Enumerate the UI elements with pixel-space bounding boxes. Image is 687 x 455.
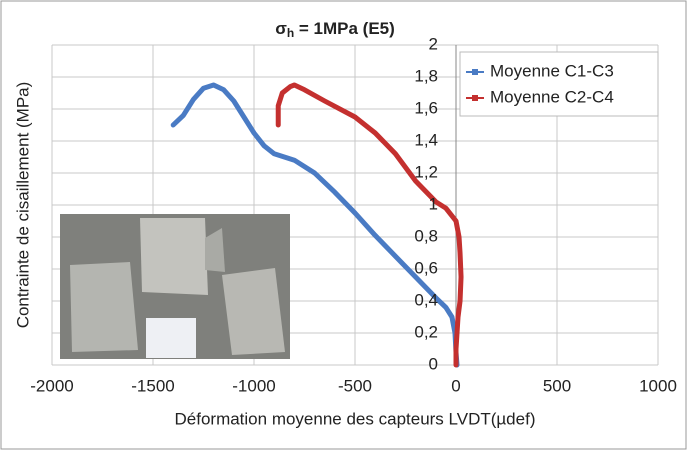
photo-shape xyxy=(205,228,225,272)
photo-shape xyxy=(140,218,208,295)
legend-marker xyxy=(472,69,478,75)
series-line xyxy=(170,82,460,368)
y-tick-label: 1,6 xyxy=(414,98,438,117)
legend-box xyxy=(459,51,659,117)
chart-title: σh = 1MPa (E5) xyxy=(275,19,395,40)
x-tick-label: 500 xyxy=(543,376,571,395)
y-tick-label: 0 xyxy=(429,354,438,373)
x-tick-label: -1500 xyxy=(131,376,174,395)
y-tick-label: 1,4 xyxy=(414,130,438,149)
photo-card xyxy=(146,318,196,358)
legend-marker xyxy=(472,95,478,101)
data xyxy=(170,82,464,368)
grid xyxy=(51,44,659,366)
photo-inset xyxy=(60,214,290,359)
photo-shape xyxy=(222,268,285,355)
x-tick-label: -1000 xyxy=(232,376,275,395)
x-tick-label: -2000 xyxy=(30,376,73,395)
title-symbol: σ xyxy=(275,19,287,38)
y-tick-label: 1,8 xyxy=(414,66,438,85)
series-line xyxy=(275,82,464,368)
y-tick-label: 0,8 xyxy=(414,226,438,245)
y-axis-label: Contrainte de cisaillement (MPa) xyxy=(13,82,32,329)
y-tick-label: 1,2 xyxy=(414,162,438,181)
x-tick-label: 0 xyxy=(451,376,460,395)
y-tick-label: 1 xyxy=(429,194,438,213)
y-tick-label: 0,6 xyxy=(414,258,438,277)
legend-label: Moyenne C2-C4 xyxy=(490,87,614,106)
y-tick-label: 2 xyxy=(429,34,438,53)
x-tick-label: -500 xyxy=(338,376,372,395)
y-tick-label: 0,4 xyxy=(414,290,438,309)
title-rest: = 1MPa (E5) xyxy=(294,19,395,38)
y-tick-label: 0,2 xyxy=(414,322,438,341)
legend-label: Moyenne C1-C3 xyxy=(490,61,614,80)
legend: Moyenne C1-C3 Moyenne C2-C4 xyxy=(459,51,659,117)
title-subscript: h xyxy=(287,26,294,40)
x-tick-label: 1000 xyxy=(639,376,677,395)
x-axis-label: Déformation moyenne des capteurs LVDT(µd… xyxy=(175,409,536,428)
photo-shape xyxy=(70,262,138,352)
